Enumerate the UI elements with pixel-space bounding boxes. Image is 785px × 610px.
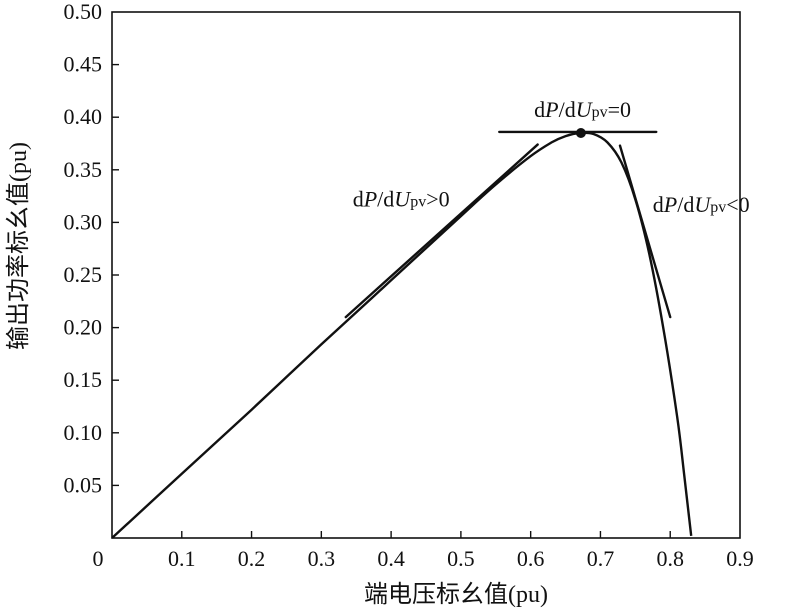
max-power-point-marker <box>575 127 586 138</box>
y-tick-label: 0.40 <box>64 104 103 129</box>
annotation-part: pv <box>710 199 726 216</box>
x-tick-label: 0.4 <box>377 546 405 571</box>
tangent-line <box>618 144 672 319</box>
annotation-part: P <box>663 192 677 217</box>
annotation-part: P <box>544 97 558 122</box>
annotation-part: U <box>694 192 712 217</box>
annotation-part: U <box>576 97 594 122</box>
y-tick-label: 0.20 <box>64 315 103 340</box>
annotation-neg: dP/dUpv<0 <box>653 192 750 217</box>
annotation-part: d <box>534 97 545 122</box>
annotation-layer: dP/dUpv=0dP/dUpv>0 dP/dUpv<0 <box>353 97 750 217</box>
annotation-part: pv <box>592 104 608 121</box>
tangent-layer <box>344 130 672 319</box>
annotation-part: U <box>394 187 412 212</box>
x-tick-label: 0.1 <box>168 546 196 571</box>
x-axis-title: 端电压标幺值(pu) <box>364 581 548 608</box>
x-tick-label: 0.9 <box>726 546 754 571</box>
x-tick-label: 0.6 <box>517 546 545 571</box>
y-tick-label: 0.25 <box>64 262 103 287</box>
y-axis-title: 输出功率标幺值(pu) <box>5 142 32 350</box>
x-tick-label: 0 <box>93 546 104 571</box>
annotation-part: d <box>653 192 664 217</box>
x-tick-label: 0.5 <box>447 546 475 571</box>
x-tick-label: 0.8 <box>656 546 684 571</box>
annotation-part: P <box>363 187 377 212</box>
annotation-part: /d <box>559 97 576 122</box>
y-tick-label: 0.35 <box>64 157 103 182</box>
annotation-zero: dP/dUpv=0 <box>534 97 631 122</box>
y-tick-label: 0.45 <box>64 52 103 77</box>
point-layer <box>575 127 586 138</box>
x-tick-label: 0.3 <box>308 546 336 571</box>
annotation-part: d <box>353 187 364 212</box>
annotation-part: /d <box>377 187 394 212</box>
y-tick-label: 0.05 <box>64 472 103 497</box>
x-tick-label: 0.7 <box>587 546 615 571</box>
annotation-pos: dP/dUpv>0 <box>353 187 450 212</box>
y-tick-label: 0.10 <box>64 420 103 445</box>
plot-frame <box>111 11 741 539</box>
y-axis-ticks: 0.05 0.10 0.15 0.20 0.25 0.30 0.35 0.40 0.45 0.50 <box>64 0 119 497</box>
annotation-part: pv <box>410 194 426 211</box>
annotation-part: <0 <box>726 192 749 217</box>
annotation-part: >0 <box>426 187 449 212</box>
x-tick-label: 0.2 <box>238 546 266 571</box>
series-layer <box>111 131 693 539</box>
y-tick-label: 0.50 <box>64 0 103 24</box>
y-tick-label: 0.15 <box>64 367 103 392</box>
tangent-line <box>344 143 539 319</box>
annotation-part: /d <box>677 192 694 217</box>
y-tick-label: 0.30 <box>64 209 103 234</box>
annotation-part: =0 <box>608 97 631 122</box>
x-axis-ticks: 0 0.1 0.2 0.3 0.4 0.5 0.6 0.7 0.8 0.9 <box>93 531 754 571</box>
pv-power-curve <box>111 131 693 539</box>
